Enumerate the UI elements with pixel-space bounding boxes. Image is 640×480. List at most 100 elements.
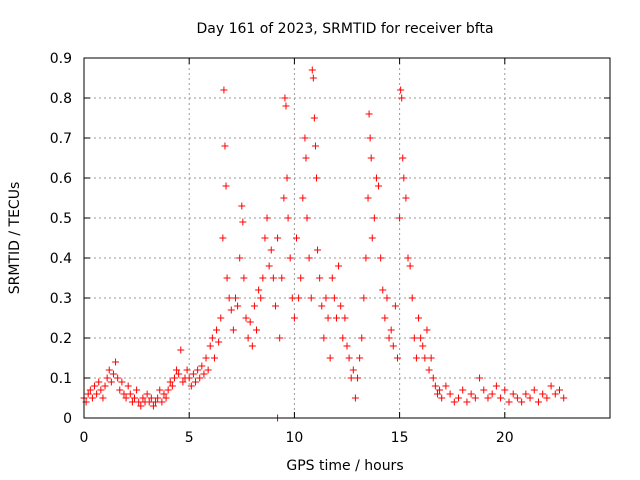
data-point: [103, 374, 111, 382]
data-point: [303, 214, 311, 222]
data-point: [220, 86, 228, 94]
data-point: [225, 294, 233, 302]
data-point: [360, 294, 368, 302]
data-point: [221, 142, 229, 150]
data-point: [492, 382, 500, 390]
data-point: [497, 394, 505, 402]
data-point: [284, 214, 292, 222]
data-point: [200, 370, 208, 378]
data-point: [326, 354, 334, 362]
data-point: [366, 134, 374, 142]
data-point: [560, 394, 568, 402]
data-point: [219, 234, 227, 242]
data-point: [305, 254, 313, 262]
data-point: [438, 394, 446, 402]
data-point: [137, 402, 145, 410]
data-point: [229, 326, 237, 334]
data-point: [278, 274, 286, 282]
data-point: [124, 382, 132, 390]
data-point: [467, 390, 475, 398]
data-point: [419, 342, 427, 350]
data-point: [339, 334, 347, 342]
data-point: [242, 314, 250, 322]
data-point: [109, 370, 117, 378]
data-point: [97, 386, 105, 394]
data-point: [290, 314, 298, 322]
data-point: [118, 378, 126, 386]
data-point: [404, 254, 412, 262]
data-point: [206, 342, 214, 350]
data-point: [202, 354, 210, 362]
data-point: [318, 302, 326, 310]
data-point: [427, 354, 435, 362]
data-point: [417, 334, 425, 342]
data-point: [442, 382, 450, 390]
data-point: [231, 294, 239, 302]
data-point: [143, 390, 151, 398]
data-point: [400, 174, 408, 182]
data-point: [208, 334, 216, 342]
data-point: [152, 398, 160, 406]
data-point: [239, 218, 247, 226]
data-point: [189, 370, 197, 378]
data-point: [351, 394, 359, 402]
data-point: [244, 334, 252, 342]
data-point: [364, 194, 372, 202]
data-point: [173, 366, 181, 374]
data-point: [261, 234, 269, 242]
data-point: [183, 366, 191, 374]
data-point: [381, 314, 389, 322]
data-point: [283, 174, 291, 182]
data-point: [547, 382, 555, 390]
data-point: [328, 274, 336, 282]
data-point: [308, 66, 316, 74]
data-point: [389, 342, 397, 350]
data-point: [455, 394, 463, 402]
data-point: [391, 302, 399, 310]
data-point: [312, 174, 320, 182]
data-point: [267, 246, 275, 254]
data-point: [281, 94, 289, 102]
x-tick-label: 15: [391, 430, 409, 446]
data-point: [135, 398, 143, 406]
data-point: [307, 294, 315, 302]
y-tick-label: 0.7: [50, 131, 72, 147]
data-point: [421, 354, 429, 362]
data-point: [295, 294, 303, 302]
data-point: [311, 142, 319, 150]
data-point: [397, 86, 405, 94]
data-point: [551, 390, 559, 398]
y-axis-label: SRMTID / TECUs: [7, 182, 23, 295]
data-point: [213, 326, 221, 334]
data-point: [370, 214, 378, 222]
data-point: [375, 182, 383, 190]
data-point: [398, 94, 406, 102]
data-point: [105, 366, 113, 374]
data-point: [372, 174, 380, 182]
data-point: [112, 358, 120, 366]
data-point: [95, 378, 103, 386]
data-point: [99, 394, 107, 402]
data-point: [543, 394, 551, 402]
data-point: [246, 318, 254, 326]
y-tick-label: 0.3: [50, 291, 72, 307]
data-point: [227, 306, 235, 314]
data-point: [276, 334, 284, 342]
data-point: [297, 274, 305, 282]
chart-title: Day 161 of 2023, SRMTID for receiver bft…: [196, 21, 493, 37]
data-point: [393, 354, 401, 362]
data-point: [459, 386, 467, 394]
data-point: [282, 102, 290, 110]
data-point: [265, 262, 273, 270]
data-point: [259, 274, 267, 282]
data-point: [480, 386, 488, 394]
data-point: [248, 342, 256, 350]
data-point: [84, 390, 92, 398]
data-point: [396, 214, 404, 222]
data-point: [177, 346, 185, 354]
data-point: [368, 234, 376, 242]
data-point: [354, 374, 362, 382]
data-point: [122, 394, 130, 402]
data-point: [204, 366, 212, 374]
